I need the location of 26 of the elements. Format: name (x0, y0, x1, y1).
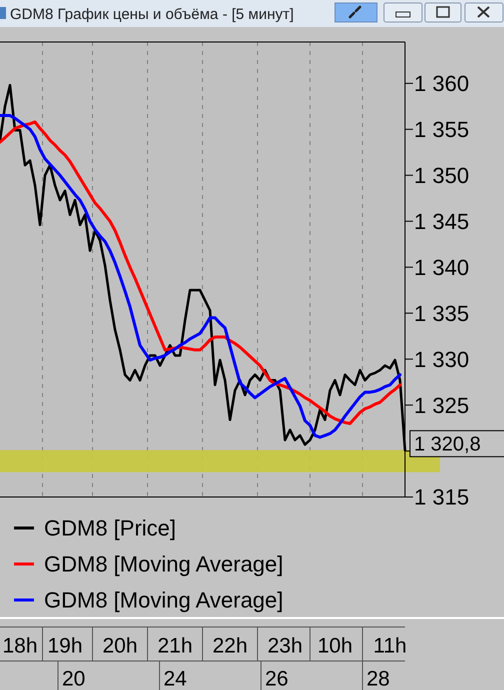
text: 28 (366, 667, 390, 690)
legend-label: GDM8 [Moving Average] (44, 552, 284, 577)
y-tick-label: 1 355 (414, 117, 470, 142)
chart-title: GDM8 График цены и объёма - [5 минут] (10, 6, 294, 23)
y-tick-label: 1 345 (414, 208, 470, 234)
x-tick-label: 21h (157, 634, 193, 658)
y-tick-label: 1 335 (414, 300, 470, 326)
text: 20 (62, 667, 86, 690)
y-tick-label: 1 350 (414, 162, 470, 188)
y-tick-label: 1 360 (414, 71, 470, 96)
x-tick-label: 20h (102, 634, 138, 658)
legend-label: GDM8 [Price] (44, 516, 176, 541)
x-tick-label: 11h (373, 634, 407, 658)
y-tick-label: 1 325 (414, 392, 470, 418)
x-tick-label: 22h (212, 634, 248, 658)
y-tick-label: 1 340 (414, 254, 470, 280)
x-tick-label: 18h (2, 634, 38, 658)
x-tick-label: 10h (317, 634, 353, 658)
legend-label: GDM8 [Moving Average] (44, 588, 284, 613)
x-tick-label: 19h (47, 634, 83, 658)
x-tick-label: 23h (267, 634, 303, 658)
text: 24 (164, 667, 188, 690)
y-tick-label: 1 315 (414, 484, 470, 510)
y-tick-label: 1 330 (414, 346, 470, 372)
y-tick-label: 1 320,8 (414, 434, 481, 456)
text: 26 (265, 667, 288, 690)
